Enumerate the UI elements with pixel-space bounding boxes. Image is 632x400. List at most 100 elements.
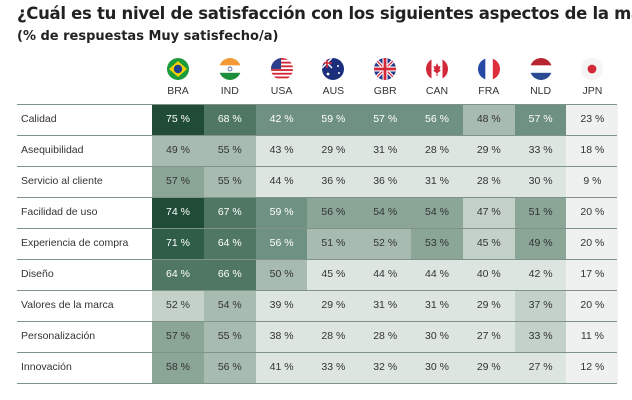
heatmap-cell: 54 % bbox=[359, 198, 412, 228]
table-row: Valores de la marca 52 % 54 % 39 % 29 % 31 % 3… bbox=[17, 290, 619, 321]
column-header-can: CAN bbox=[411, 58, 463, 104]
heatmap-cell: 50 % bbox=[255, 260, 308, 290]
column-header-fra: FRA bbox=[463, 58, 515, 104]
heatmap-cell: 42 % bbox=[514, 260, 567, 290]
heatmap-cell: 31 % bbox=[411, 167, 463, 197]
heatmap-cell: 45 % bbox=[307, 260, 360, 290]
heatmap-cell: 39 % bbox=[255, 291, 308, 321]
heatmap-cell: 51 % bbox=[307, 229, 360, 259]
column-label: BRA bbox=[167, 85, 189, 97]
column-header-jpn: JPN bbox=[566, 58, 618, 104]
heatmap-cell: 66 % bbox=[203, 260, 256, 290]
heatmap-cell: 57 % bbox=[152, 322, 204, 352]
heatmap-cell: 44 % bbox=[255, 167, 308, 197]
heatmap-cell: 47 % bbox=[462, 198, 515, 228]
heatmap-cell: 29 % bbox=[462, 136, 515, 166]
table-row: Personalización 57 % 55 % 38 % 28 % 28 % 30 % 2… bbox=[17, 321, 619, 352]
heatmap-cell: 44 % bbox=[411, 260, 463, 290]
flag-australia-icon bbox=[322, 58, 345, 80]
heatmap-cell: 44 % bbox=[359, 260, 412, 290]
heatmap-cell: 33 % bbox=[307, 353, 360, 383]
flag-india-icon bbox=[218, 58, 241, 80]
heatmap-cell: 56 % bbox=[411, 105, 463, 135]
heatmap-cell: 75 % bbox=[152, 105, 204, 135]
heatmap-cell: 9 % bbox=[566, 167, 619, 197]
heatmap-cell: 33 % bbox=[514, 136, 567, 166]
heatmap-cell: 30 % bbox=[514, 167, 567, 197]
heatmap-cell: 64 % bbox=[152, 260, 204, 290]
heatmap-cell: 28 % bbox=[411, 136, 463, 166]
heatmap-cell: 33 % bbox=[514, 322, 567, 352]
table-row: Calidad 75 % 68 % 42 % 59 % 57 % 56 % 48 % 57 % 2… bbox=[17, 104, 619, 135]
heatmap-cell: 17 % bbox=[566, 260, 619, 290]
chart-title: ¿Cuál es tu nivel de satisfacción con lo… bbox=[17, 4, 632, 23]
heatmap-cell: 28 % bbox=[307, 322, 360, 352]
column-header-ind: IND bbox=[204, 58, 256, 104]
flag-netherlands-icon bbox=[529, 58, 552, 80]
heatmap-cell: 27 % bbox=[514, 353, 567, 383]
heatmap-cell: 57 % bbox=[152, 167, 204, 197]
row-label: Valores de la marca bbox=[21, 299, 114, 311]
heatmap-cell: 55 % bbox=[203, 136, 256, 166]
heatmap-cell: 57 % bbox=[359, 105, 412, 135]
heatmap-cell: 59 % bbox=[255, 198, 308, 228]
heatmap-cell: 54 % bbox=[411, 198, 463, 228]
flag-france-icon bbox=[477, 58, 500, 80]
flag-brazil-icon bbox=[167, 58, 189, 80]
heatmap-cell: 20 % bbox=[566, 198, 619, 228]
flag-usa-icon bbox=[270, 58, 293, 80]
heatmap-cell: 71 % bbox=[152, 229, 204, 259]
row-label: Personalización bbox=[21, 330, 96, 342]
column-label: GBR bbox=[373, 85, 397, 97]
heatmap-cell: 49 % bbox=[514, 229, 567, 259]
heatmap-cell: 12 % bbox=[566, 353, 619, 383]
column-header-gbr: GBR bbox=[359, 58, 411, 104]
heatmap-cell: 43 % bbox=[255, 136, 308, 166]
column-header-nld: NLD bbox=[515, 58, 567, 104]
heatmap-cell: 41 % bbox=[255, 353, 308, 383]
heatmap-cell: 59 % bbox=[307, 105, 360, 135]
row-label: Calidad bbox=[21, 113, 57, 125]
heatmap-cell: 30 % bbox=[411, 322, 463, 352]
heatmap-cell: 28 % bbox=[359, 322, 412, 352]
heatmap-cell: 52 % bbox=[359, 229, 412, 259]
heatmap-cell: 29 % bbox=[462, 353, 515, 383]
heatmap-cell: 49 % bbox=[152, 136, 204, 166]
column-label: FRA bbox=[478, 85, 500, 97]
heatmap-cell: 55 % bbox=[203, 167, 256, 197]
heatmap-cell: 29 % bbox=[462, 291, 515, 321]
heatmap-cell: 58 % bbox=[152, 353, 204, 383]
heatmap-cell: 11 % bbox=[566, 322, 619, 352]
heatmap-cell: 31 % bbox=[411, 291, 463, 321]
column-label: NLD bbox=[530, 85, 552, 97]
table-row: Innovación 58 % 56 % 41 % 33 % 32 % 30 % 29 % 27… bbox=[17, 352, 619, 384]
heatmap-cell: 74 % bbox=[152, 198, 204, 228]
column-label: AUS bbox=[322, 85, 345, 97]
table-row: Asequibilidad 49 % 55 % 43 % 29 % 31 % 28 % 29 … bbox=[17, 135, 619, 166]
heatmap-cell: 56 % bbox=[307, 198, 360, 228]
heatmap-cell: 54 % bbox=[203, 291, 256, 321]
heatmap-cell: 29 % bbox=[307, 136, 360, 166]
flag-uk-icon bbox=[374, 58, 397, 80]
heatmap-cell: 36 % bbox=[359, 167, 412, 197]
heatmap-cell: 40 % bbox=[462, 260, 515, 290]
heatmap-cell: 20 % bbox=[566, 229, 619, 259]
column-header-usa: USA bbox=[256, 58, 308, 104]
row-label: Facilidad de uso bbox=[21, 206, 98, 218]
column-header-bra: BRA bbox=[152, 58, 204, 104]
heatmap-cell: 30 % bbox=[411, 353, 463, 383]
heatmap-cell: 57 % bbox=[514, 105, 567, 135]
heatmap-cell: 55 % bbox=[203, 322, 256, 352]
heatmap-cell: 29 % bbox=[307, 291, 360, 321]
heatmap-cell: 56 % bbox=[203, 353, 256, 383]
heatmap-cell: 23 % bbox=[566, 105, 619, 135]
table-row: Facilidad de uso 74 % 67 % 59 % 56 % 54 % 54 %… bbox=[17, 197, 619, 228]
heatmap-cell: 67 % bbox=[203, 198, 256, 228]
heatmap-cell: 27 % bbox=[462, 322, 515, 352]
table-row: Experiencia de compra 71 % 64 % 56 % 51 % 52 … bbox=[17, 228, 619, 259]
column-header-aus: AUS bbox=[307, 58, 359, 104]
row-label: Asequibilidad bbox=[21, 144, 84, 156]
heatmap-cell: 31 % bbox=[359, 136, 412, 166]
column-label: IND bbox=[220, 85, 239, 97]
